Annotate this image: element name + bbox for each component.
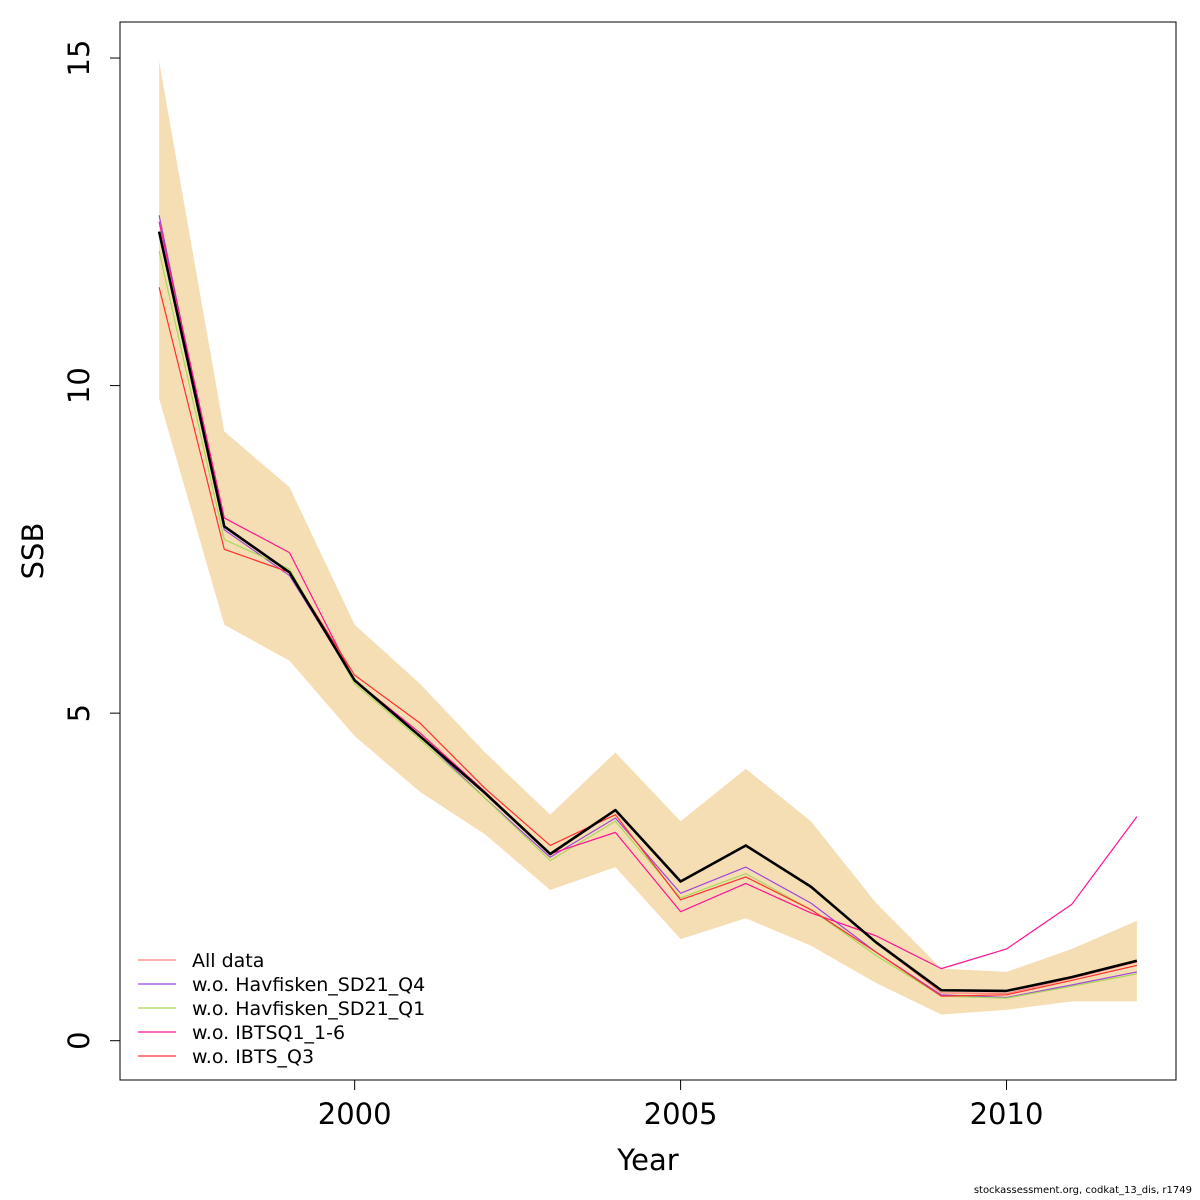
y-tick-label-5: 5 xyxy=(62,704,96,722)
confidence-band xyxy=(159,61,1137,1015)
series-line-4 xyxy=(158,287,1138,997)
axes: 2000 2005 2010 0 5 10 15 xyxy=(62,40,1043,1131)
plot-area xyxy=(119,21,1177,1081)
legend-label-3: w.o. IBTSQ1_1-6 xyxy=(192,1022,345,1044)
confidence-band-area xyxy=(159,61,1137,1015)
x-axis-label: Year xyxy=(616,1143,678,1177)
legend-label-4: w.o. IBTS_Q3 xyxy=(192,1046,314,1068)
legend-label-1: w.o. Havfisken_SD21_Q4 xyxy=(192,974,425,996)
y-axis-label: SSB xyxy=(16,523,50,580)
x-tick-label-2010: 2010 xyxy=(970,1097,1044,1131)
y-tick-label-0: 0 xyxy=(62,1031,96,1049)
legend-label-0: All data xyxy=(192,950,264,972)
legend-label-2: w.o. Havfisken_SD21_Q1 xyxy=(192,998,425,1020)
series-line-3 xyxy=(158,221,1138,970)
series-line-estimate xyxy=(157,231,1138,993)
y-tick-label-10: 10 xyxy=(62,367,96,404)
series-lines xyxy=(157,215,1138,999)
footer-credit: stockassessment.org, codkat_13_dis, r174… xyxy=(973,1185,1192,1196)
x-tick-label-2005: 2005 xyxy=(644,1097,718,1131)
x-tick-label-2000: 2000 xyxy=(318,1097,392,1131)
y-tick-label-15: 15 xyxy=(62,40,96,77)
